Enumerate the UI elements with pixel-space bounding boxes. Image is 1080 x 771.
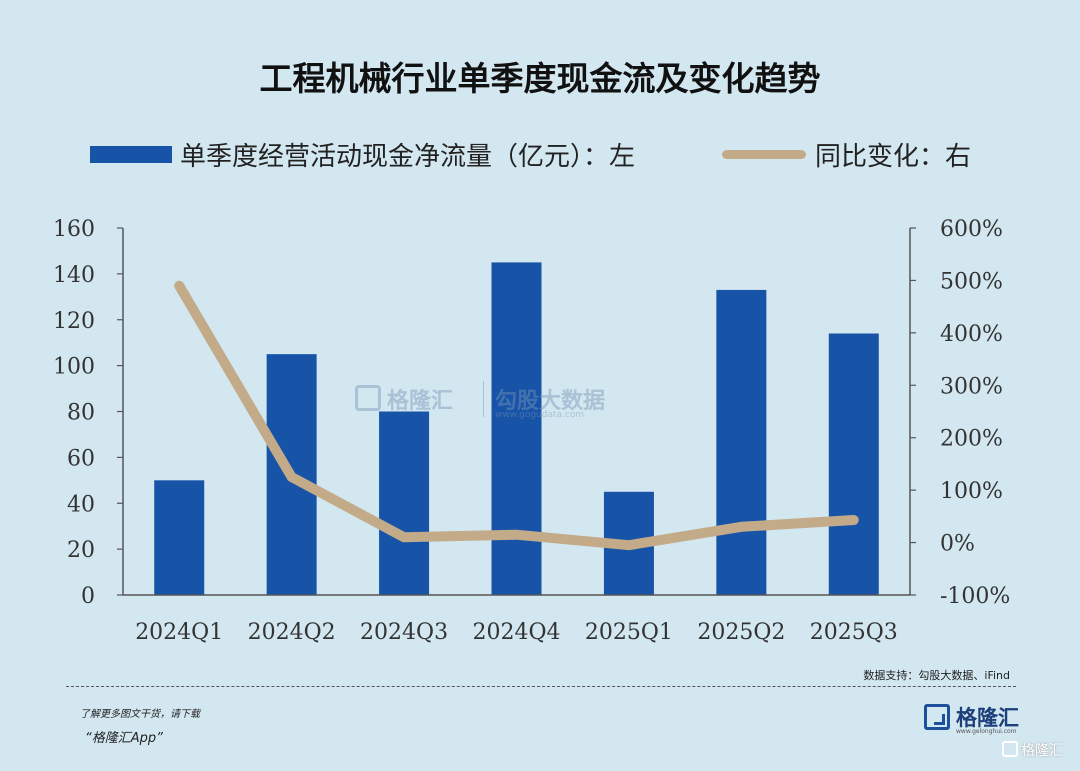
gelonghui-logo-icon xyxy=(355,385,381,411)
x-tick-label: 2025Q3 xyxy=(810,620,898,645)
corner-watermark: 格隆汇 xyxy=(1002,740,1063,760)
legend-bar-label: 单季度经营活动现金净流量（亿元）：左 xyxy=(180,142,636,172)
left-tick-label: 80 xyxy=(67,401,95,426)
right-tick-label: 500% xyxy=(940,269,1003,294)
right-tick-label: -100% xyxy=(940,584,1010,609)
left-tick-label: 0 xyxy=(81,584,95,609)
footer-divider xyxy=(66,686,1016,687)
watermark-divider xyxy=(483,381,484,417)
left-axis: 0 20 40 60 80 100 120 140 160 xyxy=(53,217,124,609)
left-tick-label: 40 xyxy=(67,492,95,517)
legend-line-swatch xyxy=(722,150,806,159)
legend-line-label: 同比变化：右 xyxy=(815,142,972,172)
watermark-brand1: 格隆汇 xyxy=(387,389,454,414)
bar-2024Q4 xyxy=(491,262,542,595)
right-tick-label: 400% xyxy=(940,322,1003,347)
watermark-url: www.gogudata.com xyxy=(495,410,585,420)
x-tick-label: 2024Q4 xyxy=(472,620,560,645)
x-tick-label: 2024Q2 xyxy=(248,620,336,645)
legend: 单季度经营活动现金净流量（亿元）：左 同比变化：右 xyxy=(0,134,1080,174)
logo-name: 格隆汇 xyxy=(956,706,1019,730)
corner-watermark-text: 格隆汇 xyxy=(1021,743,1063,759)
promo-line2: “格隆汇App” xyxy=(85,731,163,746)
legend-bar-swatch xyxy=(90,146,172,163)
x-tick-label: 2024Q1 xyxy=(135,620,223,645)
right-tick-label: 0% xyxy=(940,532,975,557)
data-source: 数据支持：勾股大数据、iFind xyxy=(863,669,1010,682)
left-tick-label: 60 xyxy=(67,446,95,471)
left-tick-label: 140 xyxy=(53,263,95,288)
yoy-line xyxy=(174,280,859,551)
left-tick-label: 20 xyxy=(67,538,95,563)
chart-title: 工程机械行业单季度现金流及变化趋势 xyxy=(259,59,821,98)
x-tick-label: 2025Q2 xyxy=(697,620,785,645)
bar-2025Q3 xyxy=(828,333,879,595)
x-tick-label: 2024Q3 xyxy=(360,620,448,645)
left-tick-label: 100 xyxy=(53,355,95,380)
logo-url: www.gelonghui.com xyxy=(956,728,1017,735)
left-tick-label: 120 xyxy=(53,309,95,334)
right-tick-label: 200% xyxy=(940,427,1003,452)
bar-2024Q3 xyxy=(379,411,430,595)
x-axis: 2024Q1 2024Q2 2024Q3 2024Q4 2025Q1 2025Q2 2025… xyxy=(123,594,910,645)
bar-2024Q1 xyxy=(154,480,205,595)
line-series xyxy=(174,280,859,551)
right-tick-label: 600% xyxy=(940,217,1003,242)
watermark-brand2: 勾股大数据 xyxy=(495,389,606,414)
right-tick-label: 300% xyxy=(940,374,1003,399)
x-tick-label: 2025Q1 xyxy=(585,620,673,645)
right-axis: -100% 0% 100% 200% 300% 400% 500% 600% xyxy=(909,217,1010,609)
bar-2025Q2 xyxy=(716,289,767,595)
gelonghui-logo-icon xyxy=(1002,741,1018,757)
right-tick-label: 100% xyxy=(940,479,1003,504)
promo-line1: 了解更多图文干货，请下载 xyxy=(80,709,200,720)
gelonghui-logo-icon xyxy=(924,704,950,730)
left-tick-label: 160 xyxy=(53,217,95,242)
